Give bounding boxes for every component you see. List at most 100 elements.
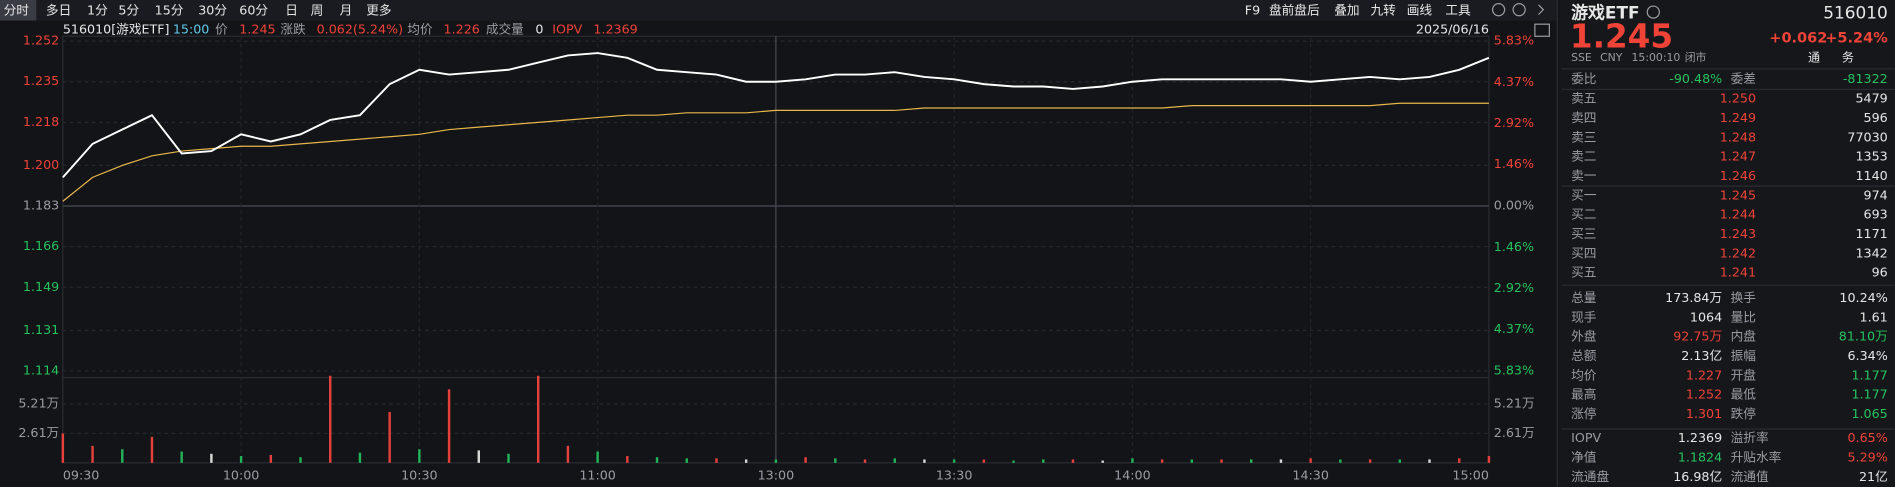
tool[interactable]: F9 — [1245, 2, 1260, 17]
stat-label: 均价 — [1571, 367, 1597, 382]
volume-bar — [1487, 456, 1491, 463]
tool[interactable]: 盘前盘后 — [1269, 2, 1320, 17]
stat-value: 0.65% — [1847, 430, 1887, 445]
info-icon[interactable] — [1646, 5, 1660, 19]
series-line — [62, 102, 1489, 202]
volume-bar — [418, 449, 421, 463]
y2-tick-label: 5.83% — [1494, 33, 1534, 48]
stat-value: 173.84万 — [1665, 290, 1722, 305]
x-tick-label: 13:00 — [758, 468, 795, 483]
x-tick-label: 14:30 — [1292, 468, 1329, 483]
badge[interactable]: 务 — [1842, 50, 1854, 65]
stat-label: 跌停 — [1731, 406, 1757, 421]
tab[interactable]: 1分 — [87, 2, 108, 17]
volume-bar — [358, 452, 362, 463]
tool[interactable]: 叠加 — [1334, 2, 1359, 17]
info-item: 价 — [215, 22, 228, 37]
stat-value: 1.301 — [1686, 406, 1722, 421]
volume-bar — [1101, 460, 1104, 463]
tab[interactable]: 更多 — [366, 2, 391, 17]
volume-bar — [1190, 459, 1194, 463]
volume-bar — [507, 453, 510, 463]
info-item: 516010[游戏ETF] — [63, 22, 170, 37]
volume-bar — [1428, 459, 1431, 463]
quote-price: 1.245 — [1570, 18, 1673, 56]
stat-value: 16.98亿 — [1673, 469, 1722, 484]
book-price: 1.248 — [1720, 129, 1756, 144]
toolbar — [0, 0, 1557, 21]
stat-label: 总量 — [1571, 290, 1597, 305]
tab[interactable]: 多日 — [46, 2, 71, 17]
volume-bar — [834, 458, 837, 463]
x-tick-label: 15:00 — [1452, 468, 1489, 483]
book-volume: 1171 — [1855, 226, 1887, 241]
stat-value: 6.34% — [1847, 348, 1887, 363]
book-label: 买二 — [1571, 207, 1596, 222]
volume-bar — [566, 445, 570, 463]
book-price: 1.249 — [1720, 110, 1756, 125]
volume-tick-label: 2.61万 — [1494, 425, 1535, 440]
y-tick-label: 1.235 — [23, 73, 59, 88]
book-volume: 1140 — [1855, 168, 1887, 183]
volume-bar — [715, 458, 718, 463]
y2-tick-label: 2.92% — [1494, 280, 1534, 295]
tool[interactable]: 工具 — [1445, 2, 1471, 17]
ratio-value: -81322 — [1843, 71, 1888, 86]
stat-label: 量比 — [1731, 309, 1756, 324]
volume-bar — [1250, 459, 1253, 463]
stat-label: 升贴水率 — [1731, 449, 1782, 464]
volume-bar — [1309, 458, 1312, 463]
info-item: 0 — [535, 22, 543, 37]
tab[interactable]: 5分 — [118, 2, 139, 17]
volume-bar — [121, 449, 124, 463]
volume-bar — [1220, 459, 1223, 463]
volume-bar — [269, 454, 273, 463]
stat-label: IOPV — [1571, 430, 1601, 445]
volume-bar — [1368, 459, 1372, 463]
volume-bar — [774, 459, 778, 463]
volume-bar — [150, 436, 154, 463]
info-item: 1.226 — [444, 22, 480, 37]
tab[interactable]: 30分 — [198, 2, 227, 17]
help-icon[interactable] — [1512, 3, 1526, 17]
stat-label: 流通盘 — [1571, 469, 1609, 484]
panel-icon[interactable] — [1534, 23, 1550, 37]
quote-change: +0.062 — [1769, 31, 1827, 47]
y-tick-label: 1.131 — [23, 322, 59, 337]
side-panel — [1559, 0, 1895, 487]
tab[interactable]: 15分 — [155, 2, 184, 17]
stat-value: 1.2369 — [1678, 430, 1722, 445]
book-volume: 596 — [1864, 110, 1888, 125]
tool[interactable]: 画线 — [1407, 2, 1433, 17]
volume-bar — [536, 375, 540, 463]
book-label: 买一 — [1571, 187, 1597, 202]
volume-bar — [804, 457, 807, 463]
info-item: 涨跌 — [280, 22, 306, 37]
tab[interactable]: 60分 — [239, 2, 268, 17]
tab[interactable]: 分时 — [4, 2, 30, 17]
volume-bar — [239, 456, 243, 463]
info-item: 0.062(5.24%) — [317, 22, 403, 37]
volume-bar — [1279, 459, 1283, 463]
settings-icon[interactable] — [1491, 3, 1506, 17]
book-price: 1.250 — [1720, 91, 1756, 106]
tab[interactable]: 周 — [311, 2, 324, 17]
volume-bar — [982, 459, 986, 463]
volume-tick-label: 5.21万 — [18, 395, 59, 410]
tool[interactable]: 九转 — [1370, 2, 1396, 17]
volume-bar — [1042, 459, 1045, 463]
quote-name: 游戏ETF — [1571, 2, 1639, 22]
collapse-icon[interactable] — [1538, 4, 1545, 15]
book-price: 1.242 — [1720, 245, 1756, 260]
y-tick-label: 1.218 — [23, 114, 59, 129]
tab[interactable]: 月 — [340, 2, 353, 17]
info-item: 15:00 — [173, 22, 210, 37]
volume-bar — [477, 450, 480, 463]
tab[interactable]: 日 — [285, 2, 298, 17]
stat-label: 换手 — [1731, 290, 1757, 305]
y-tick-label: 1.114 — [23, 362, 59, 377]
volume-bar — [744, 459, 748, 463]
y2-tick-label: 2.92% — [1494, 115, 1534, 130]
badge[interactable]: 通 — [1808, 51, 1820, 65]
volume-bar — [180, 451, 183, 463]
